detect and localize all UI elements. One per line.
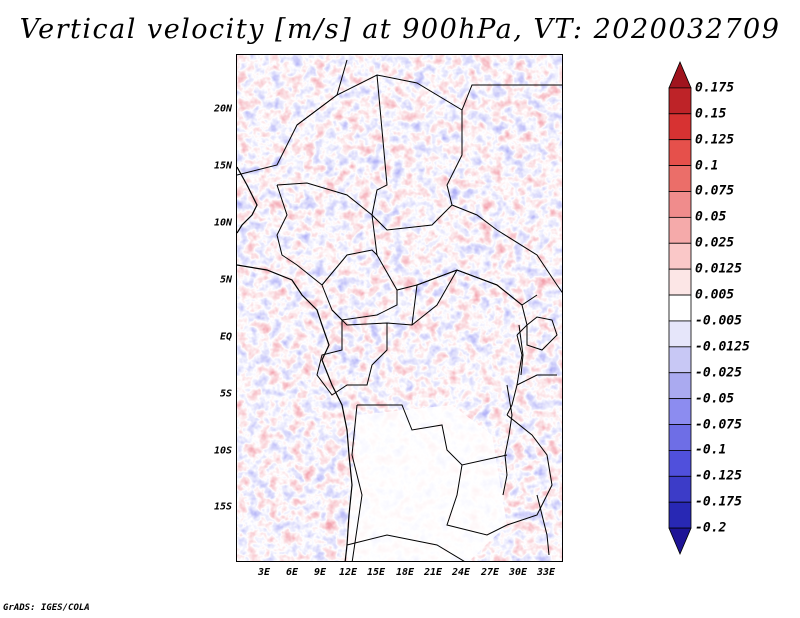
lon-label-33e: 33E	[536, 567, 556, 578]
colorbar-bin	[668, 113, 692, 141]
colorbar-bin	[668, 398, 692, 425]
colorbar-bin	[668, 424, 692, 451]
lon-label-6e: 6E	[285, 567, 299, 578]
colorbar-tick-label: -0.0125	[695, 339, 750, 355]
colorbar-bin	[668, 216, 692, 244]
lat-label-15s: 15S	[213, 501, 232, 513]
colorbar-bin	[668, 450, 692, 477]
lon-label-15e: 15E	[366, 567, 386, 578]
colorbar-bin	[668, 139, 692, 166]
lon-label-24e: 24E	[451, 567, 471, 578]
colorbar-bin	[668, 501, 692, 529]
lat-label-10s: 10S	[213, 445, 232, 457]
lat-label-eq: EQ	[219, 331, 232, 343]
lat-label-5s: 5S	[219, 388, 232, 400]
lon-label-27e: 27E	[480, 567, 500, 578]
colorbar-bin	[668, 475, 692, 503]
colorbar-tick-label: 0.025	[695, 235, 735, 251]
coastline	[237, 166, 353, 561]
colorbar-bin	[668, 87, 692, 115]
colorbar-tick-label: 0.05	[695, 209, 727, 225]
colorbar-bin	[668, 320, 692, 348]
chart-title: Vertical velocity [m/s] at 900hPa, VT: 2…	[19, 14, 781, 45]
lon-label-30e: 30E	[508, 567, 528, 578]
colorbar-bin	[668, 242, 692, 270]
colorbar-bin	[668, 346, 692, 374]
colorbar-tick-label: 0.175	[695, 80, 735, 96]
colorbar-bin	[668, 372, 692, 400]
lon-label-21e: 21E	[423, 567, 443, 578]
colorbar-tick-label: -0.175	[695, 494, 742, 510]
colorbar-tick-label: 0.005	[695, 287, 735, 303]
lon-label-12e: 12E	[338, 567, 358, 578]
colorbar-bin	[668, 268, 692, 296]
colorbar-tick-label: -0.075	[695, 417, 742, 433]
colorbar-tick-label: -0.1	[695, 442, 727, 458]
colorbar-tick-label: -0.025	[695, 365, 742, 381]
colorbar-bin	[668, 60, 692, 89]
colorbar-bin	[668, 165, 692, 192]
colorbar-bin	[668, 527, 692, 556]
colorbar-tick-label: 0.15	[695, 106, 727, 122]
colorbar-tick-label: 0.125	[695, 132, 735, 148]
lat-label-15n: 15N	[213, 160, 232, 172]
colorbar-tick-label: -0.005	[695, 313, 742, 329]
lat-label-20n: 20N	[213, 103, 232, 115]
colorbar-tick-label: -0.2	[695, 520, 727, 536]
map-plot-area	[236, 54, 563, 562]
colorbar-tick-label: 0.1	[695, 158, 719, 174]
country-borders	[237, 59, 562, 561]
lon-label-9e: 9E	[313, 567, 327, 578]
colorbar-tick-label: -0.125	[695, 468, 742, 484]
lakes	[502, 316, 558, 556]
colorbar-tick-label: 0.0125	[695, 261, 742, 277]
lon-label-3e: 3E	[257, 567, 271, 578]
velocity-field-map	[237, 55, 562, 561]
colorbar	[668, 60, 692, 556]
grads-credit: GrADS: IGES/COLA	[3, 603, 90, 613]
colorbar-bin	[668, 294, 692, 322]
colorbar-tick-label: -0.05	[695, 391, 735, 407]
lat-label-5n: 5N	[219, 274, 232, 286]
lat-label-10n: 10N	[213, 217, 232, 229]
lon-label-18e: 18E	[395, 567, 415, 578]
colorbar-tick-label: 0.075	[695, 183, 735, 199]
colorbar-bin	[668, 191, 692, 218]
